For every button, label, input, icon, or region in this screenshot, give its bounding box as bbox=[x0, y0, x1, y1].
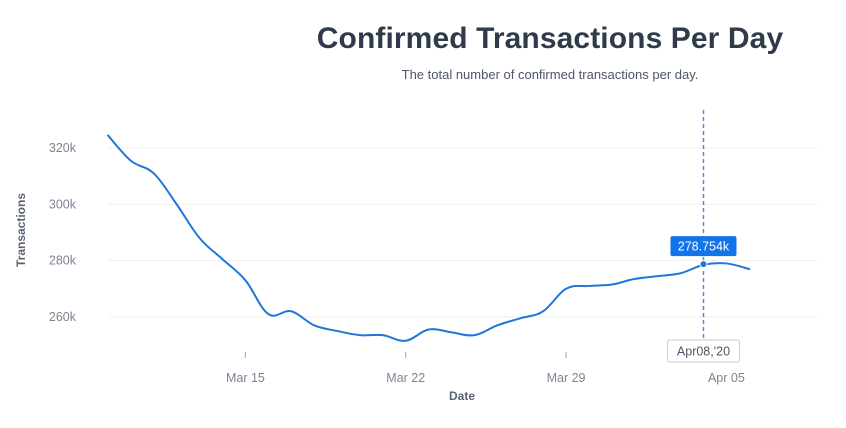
data-point[interactable] bbox=[654, 272, 662, 280]
data-point[interactable] bbox=[104, 131, 112, 139]
y-axis: 260k 280k 300k 320k bbox=[49, 141, 77, 324]
tooltip-date: Apr08,'20 bbox=[677, 345, 730, 359]
data-point[interactable] bbox=[562, 285, 570, 293]
data-point[interactable] bbox=[493, 321, 501, 329]
data-point[interactable] bbox=[379, 331, 387, 339]
data-point[interactable] bbox=[745, 265, 753, 273]
chart-subtitle: The total number of confirmed transactio… bbox=[401, 67, 699, 82]
x-axis: Mar 15 Mar 22 Mar 29 Apr 05 bbox=[226, 352, 745, 385]
chart-title: Confirmed Transactions Per Day bbox=[316, 22, 784, 55]
y-tick-label: 320k bbox=[49, 141, 77, 155]
data-point[interactable] bbox=[219, 255, 227, 263]
series-line bbox=[107, 134, 751, 342]
data-point[interactable] bbox=[470, 331, 478, 339]
data-point[interactable] bbox=[333, 327, 341, 335]
data-point[interactable] bbox=[448, 328, 456, 336]
data-point[interactable] bbox=[677, 269, 685, 277]
data-point[interactable] bbox=[585, 282, 593, 290]
grid-lines bbox=[108, 147, 818, 318]
x-tick-label: Mar 15 bbox=[226, 371, 265, 385]
data-point[interactable] bbox=[127, 157, 135, 165]
data-point[interactable] bbox=[241, 276, 249, 284]
data-point[interactable] bbox=[722, 259, 730, 267]
data-point[interactable] bbox=[608, 281, 616, 289]
y-tick-label: 260k bbox=[49, 310, 77, 324]
tooltip-value-box bbox=[670, 236, 737, 257]
series-points bbox=[104, 131, 753, 344]
data-point[interactable] bbox=[287, 307, 295, 315]
tooltip-date-box bbox=[666, 339, 740, 363]
x-axis-title: Date bbox=[449, 389, 475, 403]
data-point[interactable] bbox=[425, 326, 433, 334]
x-tick-label: Mar 29 bbox=[547, 371, 586, 385]
data-point[interactable] bbox=[173, 200, 181, 208]
x-tick-label: Mar 22 bbox=[386, 371, 425, 385]
data-point[interactable] bbox=[356, 331, 364, 339]
data-point[interactable] bbox=[310, 321, 318, 329]
x-tick-label: Apr 05 bbox=[708, 371, 745, 385]
data-point[interactable] bbox=[196, 234, 204, 242]
crosshair-dot bbox=[699, 260, 708, 269]
data-point[interactable] bbox=[264, 310, 272, 318]
data-point[interactable] bbox=[539, 307, 547, 315]
data-point[interactable] bbox=[631, 275, 639, 283]
data-point[interactable] bbox=[150, 169, 158, 177]
y-tick-label: 300k bbox=[49, 197, 77, 211]
tooltip-crosshair: 278.754k Apr08,'20 bbox=[666, 110, 740, 363]
data-point[interactable] bbox=[516, 314, 524, 322]
data-point[interactable] bbox=[402, 337, 410, 345]
tooltip-value: 278.754k bbox=[678, 240, 730, 254]
y-tick-label: 280k bbox=[49, 254, 77, 268]
y-axis-title: Transactions bbox=[14, 193, 28, 267]
